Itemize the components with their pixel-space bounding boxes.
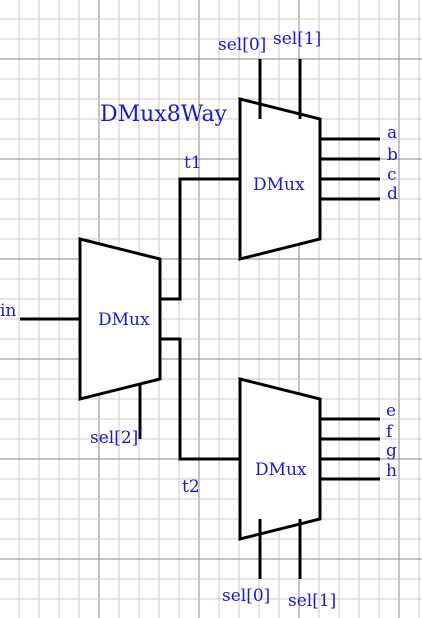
output-label-c: c xyxy=(387,165,397,185)
dmux-block-top xyxy=(238,97,322,261)
output-label-f: f xyxy=(386,422,394,442)
bottom-sel0-label: sel[0] xyxy=(222,586,270,606)
top-sel1-label: sel[1] xyxy=(273,29,321,49)
dmux-label-top: DMux xyxy=(253,175,305,195)
output-label-h: h xyxy=(386,461,397,481)
t2-label: t2 xyxy=(182,477,200,497)
diagram-title: DMux8Way xyxy=(100,102,228,127)
t2-wire xyxy=(160,337,240,461)
t1-label: t1 xyxy=(184,153,202,173)
dmux-label-input: DMux xyxy=(98,310,150,330)
output-label-g: g xyxy=(386,441,397,461)
dmux-label-bottom: DMux xyxy=(255,460,307,480)
dmux-block-input xyxy=(78,237,162,401)
dmux-block-bottom xyxy=(238,377,322,541)
output-label-d: d xyxy=(387,184,398,204)
top-sel0-label: sel[0] xyxy=(218,35,266,55)
bottom-sel1-label: sel[1] xyxy=(288,591,336,611)
output-label-e: e xyxy=(386,401,396,421)
output-label-a: a xyxy=(387,123,397,143)
t1-wire xyxy=(160,177,240,301)
sel2-label: sel[2] xyxy=(90,428,138,448)
in-label: in xyxy=(0,301,16,321)
output-label-b: b xyxy=(387,145,398,165)
